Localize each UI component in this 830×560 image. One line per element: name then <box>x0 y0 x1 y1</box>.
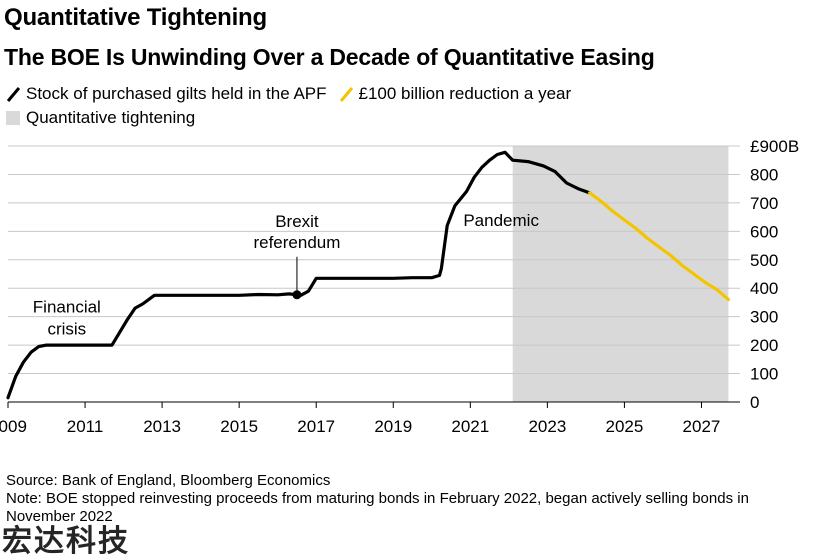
chart-legend: Stock of purchased gilts held in the APF… <box>6 82 583 130</box>
x-tick-label: 2025 <box>606 417 644 436</box>
y-tick-label: 600 <box>750 222 778 241</box>
black-line-swatch-icon <box>6 87 20 101</box>
x-tick-label: 2011 <box>67 417 104 436</box>
legend-label-qt: Quantitative tightening <box>26 108 196 127</box>
brexit-marker <box>292 290 302 300</box>
y-tick-label: 200 <box>750 336 778 355</box>
x-tick-label: 2017 <box>297 417 335 436</box>
legend-item-apf: Stock of purchased gilts held in the APF <box>6 84 327 104</box>
chart-title: Quantitative Tightening <box>4 4 267 31</box>
y-tick-label: 800 <box>750 165 778 184</box>
annotation-financial-crisis: crisis <box>47 320 86 339</box>
y-tick-label: £900B <box>750 137 799 156</box>
y-tick-label: 400 <box>750 279 778 298</box>
x-tick-label: 2009 <box>0 417 27 436</box>
y-tick-label: 100 <box>750 365 778 384</box>
legend-item-qt: Quantitative tightening <box>6 108 195 128</box>
chart-subtitle: The BOE Is Unwinding Over a Decade of Qu… <box>4 44 655 70</box>
annotation-brexit: Brexit <box>275 212 319 231</box>
series-line-reduction <box>588 191 731 302</box>
annotation-pandemic: Pandemic <box>463 211 539 230</box>
note-text: Note: BOE stopped reinvesting proceeds f… <box>6 490 749 525</box>
legend-label-apf: Stock of purchased gilts held in the APF <box>26 84 327 103</box>
legend-item-reduction: £100 billion reduction a year <box>339 84 572 104</box>
x-tick-label: 2027 <box>683 417 721 436</box>
x-tick-label: 2015 <box>220 417 258 436</box>
y-tick-label: 500 <box>750 251 778 270</box>
y-tick-label: 0 <box>750 393 759 412</box>
watermark-logo: 宏达科技 <box>2 525 130 558</box>
yellow-line-swatch-icon <box>339 87 353 101</box>
source-text: Source: Bank of England, Bloomberg Econo… <box>6 472 331 489</box>
chart-footer: Source: Bank of England, Bloomberg Econo… <box>6 472 806 526</box>
series-line-apf <box>6 150 592 400</box>
line-chart: FinancialcrisisBrexitreferendumPandemic … <box>0 137 799 436</box>
x-tick-label: 2019 <box>374 417 412 436</box>
annotation-brexit: referendum <box>253 233 340 252</box>
grey-box-swatch-icon <box>6 111 20 125</box>
x-tick-label: 2021 <box>451 417 489 436</box>
y-tick-label: 700 <box>750 194 778 213</box>
x-tick-label: 2023 <box>528 417 566 436</box>
annotation-financial-crisis: Financial <box>33 298 101 317</box>
y-tick-label: 300 <box>750 308 778 327</box>
legend-label-reduction: £100 billion reduction a year <box>358 84 572 103</box>
x-tick-label: 2013 <box>143 417 181 436</box>
